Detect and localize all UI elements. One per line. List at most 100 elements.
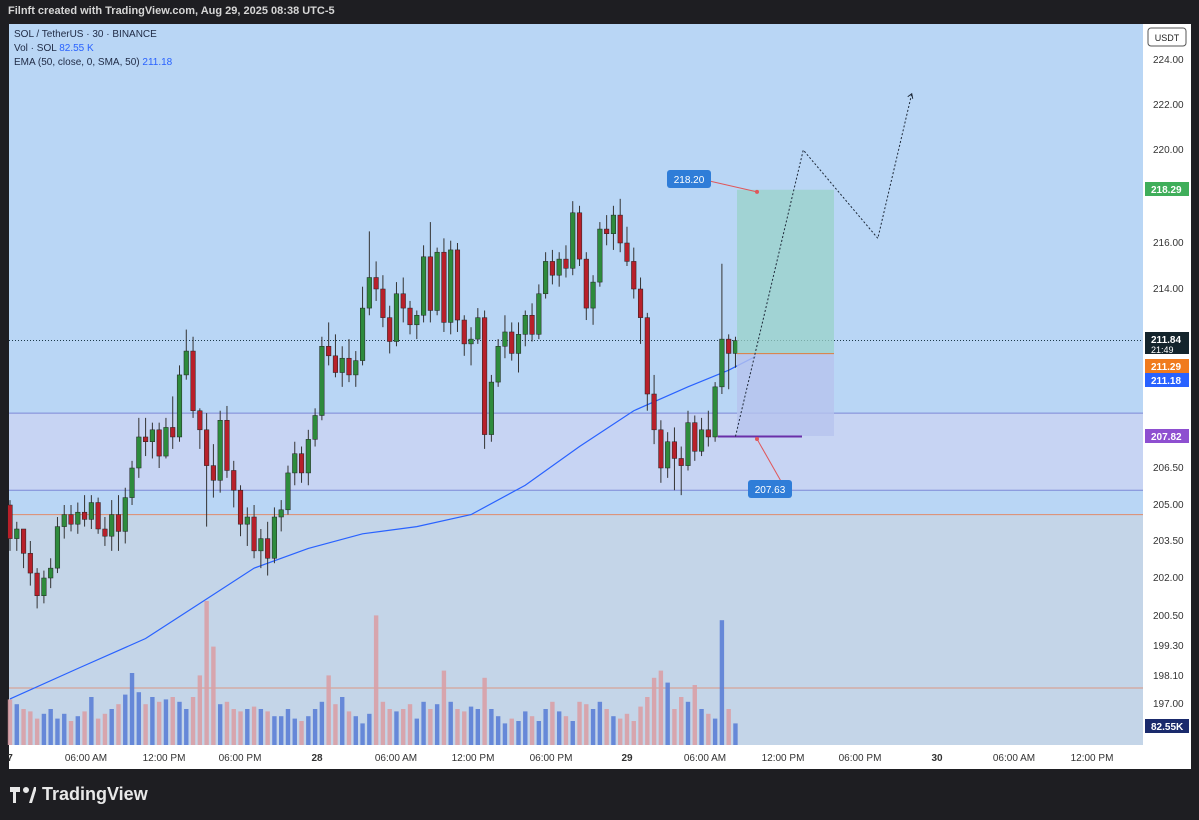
volume-bar: [333, 704, 338, 745]
volume-bar: [306, 716, 311, 745]
volume-bar: [407, 704, 413, 745]
price-tick: 197.00: [1153, 699, 1184, 710]
volume-bar: [340, 697, 345, 745]
candle: [610, 214, 616, 234]
candle: [82, 511, 88, 520]
currency-label: USDT: [1155, 33, 1180, 43]
candle: [529, 315, 535, 335]
volume-bar: [373, 615, 379, 745]
volume-bar: [21, 709, 26, 745]
candle: [522, 315, 528, 335]
volume-bar: [75, 716, 80, 745]
volume-bar: [462, 711, 467, 745]
volume-bar: [597, 701, 603, 745]
volume-bar: [570, 721, 575, 745]
volume-bar: [48, 709, 53, 745]
volume-bar: [367, 713, 372, 745]
chart-header: Filnft created with TradingView.com, Aug…: [0, 0, 1199, 22]
time-tick: 12:00 PM: [762, 753, 805, 764]
target-callout-pointer: [704, 179, 758, 193]
time-axis[interactable]: [9, 745, 1191, 769]
volume-bar: [584, 704, 589, 745]
candle: [678, 458, 684, 466]
currency-button[interactable]: [1147, 27, 1187, 47]
volume-bar: [563, 716, 569, 745]
tradingview-logo-icon: [10, 786, 36, 803]
candle: [251, 516, 257, 552]
volume-bar: [353, 716, 358, 745]
symbol-info[interactable]: SOL / TetherUS · 30 · BINANCE: [14, 28, 172, 42]
volume-bar: [251, 706, 257, 745]
price-tick: 203.50: [1153, 536, 1184, 547]
volume-bar: [638, 706, 643, 745]
candle: [726, 338, 732, 354]
candle: [482, 317, 488, 435]
candle: [427, 256, 433, 311]
volume-bar: [590, 709, 596, 745]
candle: [156, 429, 162, 457]
time-tick: 06:00 AM: [993, 753, 1035, 764]
candle: [665, 441, 671, 469]
target-callout-point: [755, 189, 759, 194]
volume-bar: [163, 699, 169, 745]
volume-bar: [190, 697, 196, 745]
candle: [68, 514, 74, 525]
volume-bar: [489, 709, 494, 745]
candle: [217, 420, 223, 481]
target-callout-badge[interactable]: [667, 170, 711, 188]
tradingview-brand[interactable]: TradingView: [10, 784, 148, 805]
price-badge: [1145, 332, 1189, 354]
volume-bar: [502, 723, 508, 745]
ema-line: [9, 355, 757, 700]
volume-bar: [604, 709, 609, 745]
candle: [549, 261, 555, 276]
vol-label: Vol · SOL: [14, 43, 57, 54]
candle: [244, 516, 250, 525]
candle: [576, 212, 583, 260]
volume-bar: [665, 682, 670, 745]
chart-legend: SOL / TetherUS · 30 · BINANCE Vol · SOL …: [14, 28, 172, 70]
ema-info[interactable]: EMA (50, close, 0, SMA, 50) 211.18: [14, 56, 172, 70]
volume-bar: [150, 697, 155, 745]
symbol-label: SOL / TetherUS · 30 · BINANCE: [14, 29, 157, 40]
candle: [495, 346, 501, 383]
volume-bar: [577, 701, 582, 745]
candle: [109, 514, 115, 537]
candle: [312, 415, 318, 440]
volume-bar: [184, 709, 189, 745]
volume-info[interactable]: Vol · SOL 82.55 K: [14, 42, 172, 56]
candle: [414, 315, 420, 326]
volume-bar: [516, 721, 521, 745]
candle: [658, 429, 664, 469]
volume-bar: [279, 716, 284, 745]
volume-bar: [238, 711, 243, 745]
candle: [360, 307, 366, 361]
stop-zone: [737, 353, 834, 436]
volume-bar: [143, 704, 148, 745]
candle: [475, 317, 481, 340]
volume-bar: [523, 711, 528, 745]
volume-bar: [556, 711, 562, 745]
time-tick: 06:00 PM: [219, 753, 262, 764]
price-tick: 216.00: [1153, 238, 1184, 249]
time-tick: 29: [621, 753, 633, 764]
volume-bar: [719, 620, 725, 745]
candle: [692, 422, 698, 452]
candle: [197, 410, 203, 431]
volume-bar: [401, 709, 406, 745]
volume-bar: [441, 670, 447, 745]
candle: [441, 251, 447, 323]
volume-bar: [62, 713, 67, 745]
price-badge-label: 211.84: [1151, 335, 1181, 346]
price-tick: 222.00: [1153, 100, 1184, 111]
candle: [617, 214, 623, 244]
price-badge-label: 218.29: [1151, 185, 1182, 196]
stop-callout-badge[interactable]: [748, 480, 792, 498]
volume-bar: [292, 718, 297, 745]
volume-bar: [129, 673, 135, 745]
candle: [346, 357, 352, 376]
volume-bar: [177, 701, 182, 745]
price-tick: 206.50: [1153, 463, 1184, 474]
volume-bar: [380, 701, 386, 745]
